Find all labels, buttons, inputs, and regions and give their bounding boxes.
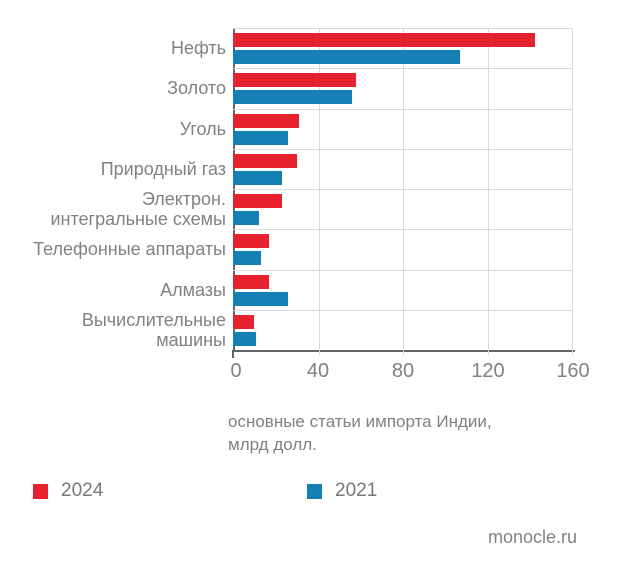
- category-bars: [233, 148, 573, 189]
- gridline-x-40: [318, 28, 320, 355]
- category-bars: [233, 108, 573, 149]
- x-tick-label: 120: [471, 360, 505, 382]
- bar-2021: [233, 170, 282, 185]
- chart-row: Уголь: [0, 108, 573, 149]
- gridline-x-120: [487, 28, 489, 355]
- gridline-x-160: [572, 28, 573, 355]
- bar-2024: [233, 153, 297, 168]
- bar-2021: [233, 251, 261, 266]
- chart-rows: Нефть Золото Уголь Природный газ Электрон. и…: [0, 28, 573, 350]
- bar-2021: [233, 50, 461, 64]
- category-bars: [233, 68, 573, 108]
- legend-swatch: [307, 483, 322, 499]
- category-label: Уголь: [179, 118, 226, 139]
- chart-row: Электрон. интегральные схемы: [0, 189, 573, 229]
- bar-2024: [233, 113, 299, 128]
- category-label: Нефть: [170, 38, 226, 59]
- category-bars: [233, 269, 573, 310]
- x-tick-label: 40: [306, 360, 330, 382]
- chart-row: Природный газ: [0, 148, 573, 189]
- chart-row: Вычислительные машины: [0, 309, 573, 350]
- legend-label: 2024: [61, 480, 104, 501]
- x-tick-label: 160: [556, 360, 590, 382]
- chart-row: Нефть: [0, 28, 573, 68]
- category-label: Алмазы: [160, 279, 226, 300]
- legend-item-2024: 2024: [33, 480, 103, 502]
- chart-row: Телефонные аппараты: [0, 229, 573, 269]
- category-label: Природный газ: [100, 158, 226, 179]
- category-label: Телефонные аппараты: [33, 239, 226, 260]
- bar-2021: [233, 130, 289, 145]
- category-label: Золото: [167, 78, 226, 99]
- category-label: Электрон. интегральные схемы: [50, 189, 226, 230]
- category-bars: [233, 309, 573, 350]
- legend-swatch: [33, 483, 48, 499]
- x-tick-label: 0: [230, 360, 242, 382]
- legend-label: 2021: [335, 480, 378, 501]
- chart-row: Золото: [0, 68, 573, 108]
- legend-item-2021: 2021: [307, 480, 377, 502]
- bar-2021: [233, 211, 259, 225]
- bar-2021: [233, 90, 352, 105]
- category-bars: [233, 229, 573, 269]
- category-bars: [233, 189, 573, 229]
- chart-caption: основные статьи импорта Индии, млрд долл…: [228, 412, 492, 454]
- x-axis-tick-labels: 0 40 80 120 160: [0, 360, 620, 384]
- source-credit: monocle.ru: [487, 527, 577, 547]
- x-axis-zero-tick: [232, 350, 234, 358]
- gridline-x-80: [403, 28, 404, 355]
- chart-row: Алмазы: [0, 269, 573, 310]
- chart-legend: 2024 2021: [0, 480, 620, 502]
- bar-2021: [233, 291, 289, 306]
- bar-2024: [233, 33, 535, 47]
- bar-2024: [233, 234, 270, 249]
- category-bars: [233, 28, 573, 68]
- x-tick-label: 80: [391, 360, 415, 382]
- bar-2021: [233, 331, 257, 346]
- category-label: Вычислительные машины: [81, 309, 226, 350]
- bar-2024: [233, 194, 282, 208]
- bar-2024: [233, 274, 270, 289]
- bar-2024: [233, 314, 255, 329]
- bar-2024: [233, 73, 357, 88]
